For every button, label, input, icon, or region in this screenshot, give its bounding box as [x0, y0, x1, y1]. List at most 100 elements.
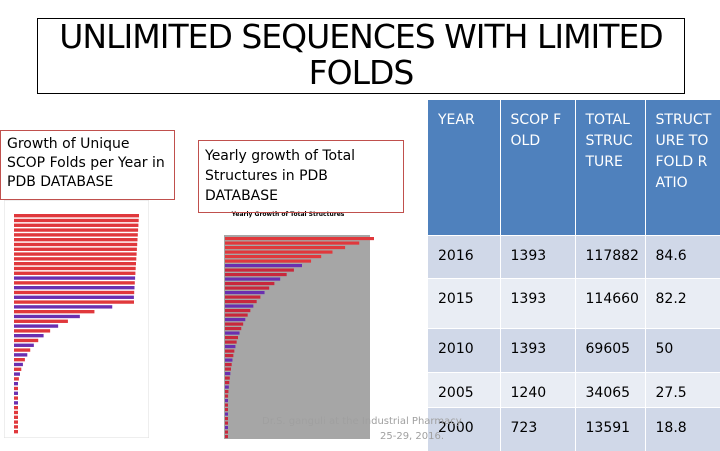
chart-caption: Growth of Unique SCOP Folds per Year in …	[0, 130, 175, 200]
thumbnail-bar	[225, 277, 281, 281]
thumbnail-bar	[225, 322, 244, 326]
table-cell: 1393	[500, 328, 576, 373]
thumbnail-bar	[14, 281, 135, 285]
thumbnail-bar	[225, 282, 275, 286]
table-cell: 2016	[428, 235, 501, 279]
thumbnail-bar	[14, 401, 18, 405]
thumbnail-bar	[14, 214, 139, 218]
thumbnail-bar	[225, 268, 294, 272]
table-row: 2000 723 13591 18.8	[428, 407, 720, 451]
thumbnail-bar	[225, 318, 246, 322]
table-cell: 2015	[428, 278, 501, 329]
thumbnail-bar	[225, 246, 346, 250]
thumbnail-bar	[14, 257, 137, 261]
thumbnail-bar	[225, 408, 228, 412]
thumbnail-bar	[225, 264, 303, 268]
thumbnail-bar	[14, 233, 138, 237]
thumbnail-bar	[225, 430, 228, 434]
table-cell: 723	[500, 407, 576, 451]
thumbnail-bar	[14, 420, 18, 424]
thumbnail-bar	[225, 345, 236, 349]
thumbnail-bar	[14, 410, 18, 415]
thumbnail-bar	[225, 394, 229, 398]
table-row: 2005 1240 34065 27.5	[428, 372, 720, 408]
table-header: YEAR SCOP FOLD TOTAL STRUCTURE STRUCTURE TO…	[428, 100, 720, 236]
header-cell: STRUCTURE TO FOLD RATIO	[645, 100, 720, 236]
header-cell: TOTAL STRUCTURE	[575, 100, 646, 236]
footer: 25-29, 2016.	[380, 431, 445, 442]
table-cell: 13591	[575, 407, 646, 451]
thumbnail-bar	[14, 396, 18, 400]
thumbnail-bar	[225, 259, 312, 263]
data-table: YEAR SCOP FOLD TOTAL STRUCTURE STRUCTURE TO…	[428, 100, 720, 451]
thumbnail-bar	[225, 417, 228, 421]
thumbnail-bar	[14, 319, 68, 323]
thumbnail-bar	[225, 331, 240, 335]
thumbnail-bar	[14, 358, 25, 362]
thumbnail-bar	[225, 390, 229, 394]
thumbnail-bar	[14, 334, 44, 338]
thumbnail-bar	[225, 403, 228, 407]
chart-caption: Yearly growth of Total Structures in PDB…	[198, 140, 404, 213]
thumbnail-title: Yearly Growth of Total Structures	[231, 211, 345, 218]
thumbnail-bar	[14, 367, 22, 371]
table-row: 2015 1393 114660 82.2	[428, 278, 720, 329]
thumbnail-bar	[14, 223, 139, 227]
table-cell: 50	[645, 328, 720, 373]
thumbnail-bar	[14, 362, 23, 367]
thumbnail-bar	[225, 385, 229, 389]
thumbnail-bar	[225, 241, 360, 245]
thumbnail-bar	[225, 304, 254, 308]
thumbnail-bar	[225, 273, 287, 277]
table-cell: 69605	[575, 328, 646, 373]
thumbnail-bar	[225, 412, 228, 416]
thumbnail-bar	[14, 329, 51, 333]
thumbnail-bar	[225, 295, 261, 299]
thumbnail-bar	[225, 349, 235, 353]
thumbnail-bar	[14, 406, 18, 410]
thumbnail-bar	[14, 430, 18, 434]
thumbnail-bar	[14, 310, 95, 314]
thumbnail-bar	[14, 372, 20, 376]
thumbnail-bar	[14, 353, 28, 357]
footer: Dr.S. ganguli at the Industrial Pharmacy	[262, 416, 462, 427]
thumbnail-bar	[14, 314, 80, 319]
thumbnail-bar	[225, 340, 237, 344]
thumbnail-bar	[225, 327, 242, 331]
thumbnail-bar	[225, 300, 257, 304]
thumbnail-bar	[14, 262, 136, 266]
thumbnail-bar	[225, 399, 228, 403]
table-cell: 84.6	[645, 235, 720, 279]
table-cell: 1393	[500, 278, 576, 329]
thumbnail-bar	[225, 286, 270, 290]
thumbnail-bar	[14, 252, 137, 256]
thumbnail-bar	[225, 336, 239, 340]
thumbnail-bar	[14, 377, 19, 381]
table-cell: 114660	[575, 278, 646, 329]
thumbnail-bar	[14, 305, 113, 309]
table-cell: 2010	[428, 328, 501, 373]
thumbnail-bar	[225, 291, 265, 295]
thumbnail-bar	[225, 358, 233, 362]
thumbnail-bar	[14, 228, 139, 232]
thumbnail-bar	[225, 309, 251, 313]
thumbnail-bar	[14, 324, 59, 328]
table-row: 2016 1393 117882 84.6	[428, 235, 720, 279]
table-cell: 34065	[575, 372, 646, 408]
header-cell: SCOP FOLD	[500, 100, 576, 236]
structures-chart-thumbnail: Yearly Growth of Total Structures	[198, 207, 374, 441]
thumbnail-bar	[14, 276, 136, 280]
thumbnail-bar	[225, 376, 230, 380]
thumbnail-bar	[14, 295, 134, 299]
thumbnail-bar	[14, 425, 18, 429]
thumbnail-bar	[14, 290, 135, 295]
table-cell: 2000	[428, 407, 501, 451]
thumbnail-bar	[14, 286, 135, 290]
table-cell: 1393	[500, 235, 576, 279]
table-cell: 2005	[428, 372, 501, 408]
thumbnail-bar	[225, 426, 228, 430]
thumbnail-bar	[14, 415, 18, 419]
table-cell: 27.5	[645, 372, 720, 408]
thumbnail-bar	[14, 242, 138, 247]
